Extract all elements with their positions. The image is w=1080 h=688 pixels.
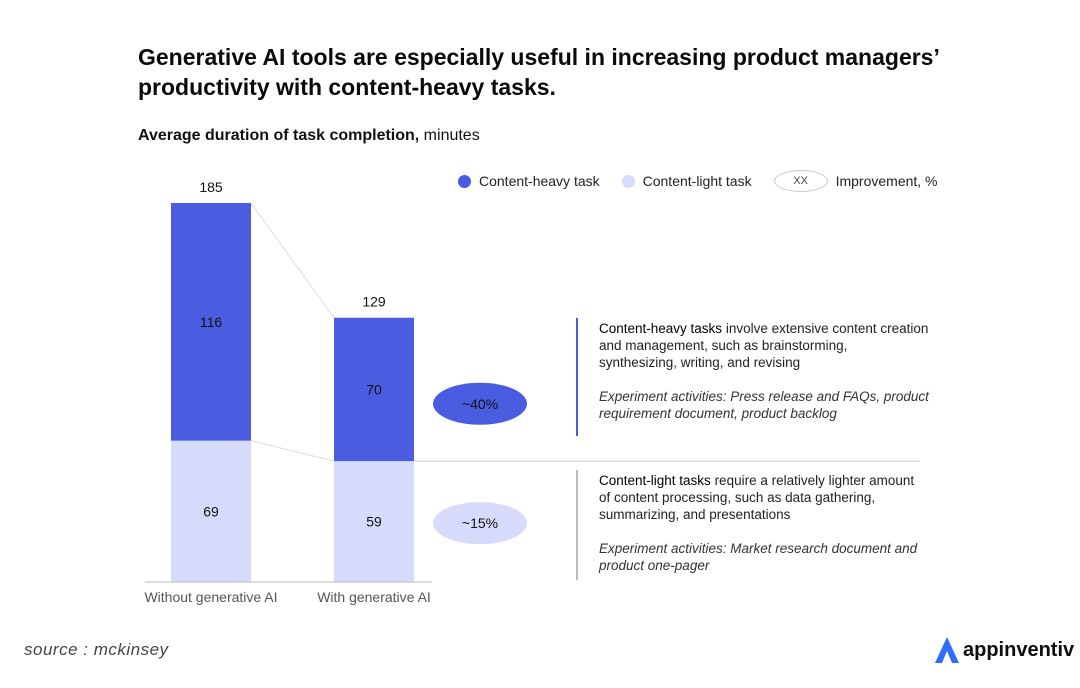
connector-mid (250, 440, 335, 462)
legend: Content-heavy task Content-light task XX… (458, 170, 960, 192)
value-label-heavy-1: 70 (366, 381, 382, 397)
bar-heavy-1 (334, 317, 414, 462)
bar-heavy-0 (171, 203, 251, 441)
brand-name: appinventiv (963, 638, 1075, 661)
legend-light-label: Content-light task (642, 173, 752, 189)
brand-logo: appinventiv (934, 636, 1074, 664)
bar-light-0 (171, 440, 251, 582)
legend-heavy-swatch (458, 174, 471, 188)
legend-improvement-oval: XX (773, 170, 828, 192)
light-description-text: require a relatively lighter amount of c… (599, 473, 915, 522)
chart-subtitle: Average duration of task completion, min… (138, 127, 480, 145)
total-label-1: 129 (362, 294, 386, 310)
heavy-description-text: involve extensive content creation and m… (599, 321, 929, 370)
value-label-heavy-0: 116 (200, 314, 223, 330)
subtitle-unit: minutes (419, 127, 480, 144)
value-label-light-1: 59 (366, 514, 382, 530)
legend-light-swatch (621, 174, 635, 188)
brand-mark-icon (935, 637, 959, 663)
light-description-title: Content-light tasks (599, 473, 711, 488)
subtitle-bold: Average duration of task completion, (138, 127, 420, 144)
heavy-description: Content-heavy tasks involve extensive co… (599, 320, 929, 422)
legend-heavy-label: Content-heavy task (479, 173, 600, 189)
legend-item-light: Content-light task (621, 173, 752, 189)
improvement-oval-heavy (433, 382, 527, 425)
legend-item-heavy: Content-heavy task (458, 173, 600, 189)
improvement-label-heavy: ~40% (462, 396, 498, 412)
value-label-light-0: 69 (203, 503, 219, 519)
light-description: Content-light tasks require a relatively… (599, 472, 929, 574)
total-label-0: 185 (199, 179, 223, 195)
heavy-divider-bar (576, 318, 578, 436)
source-note: source : mckinsey (24, 640, 169, 659)
page-title: Generative AI tools are especially usefu… (138, 44, 939, 100)
connector-top (250, 202, 335, 319)
heavy-activities: Experiment activities: Press release and… (599, 389, 929, 421)
light-divider-bar (576, 470, 578, 580)
improvement-oval-light (433, 502, 527, 545)
bar-light-1 (334, 461, 414, 582)
category-label-0: Without generative AI (144, 589, 277, 605)
light-activities: Experiment activities: Market research d… (599, 541, 918, 573)
heavy-description-title: Content-heavy tasks (599, 321, 723, 336)
category-label-1: With generative AI (317, 589, 431, 605)
legend-item-improvement: XX Improvement, % (773, 170, 938, 192)
legend-improvement-label: Improvement, % (835, 173, 938, 189)
improvement-label-light: ~15% (462, 515, 498, 531)
